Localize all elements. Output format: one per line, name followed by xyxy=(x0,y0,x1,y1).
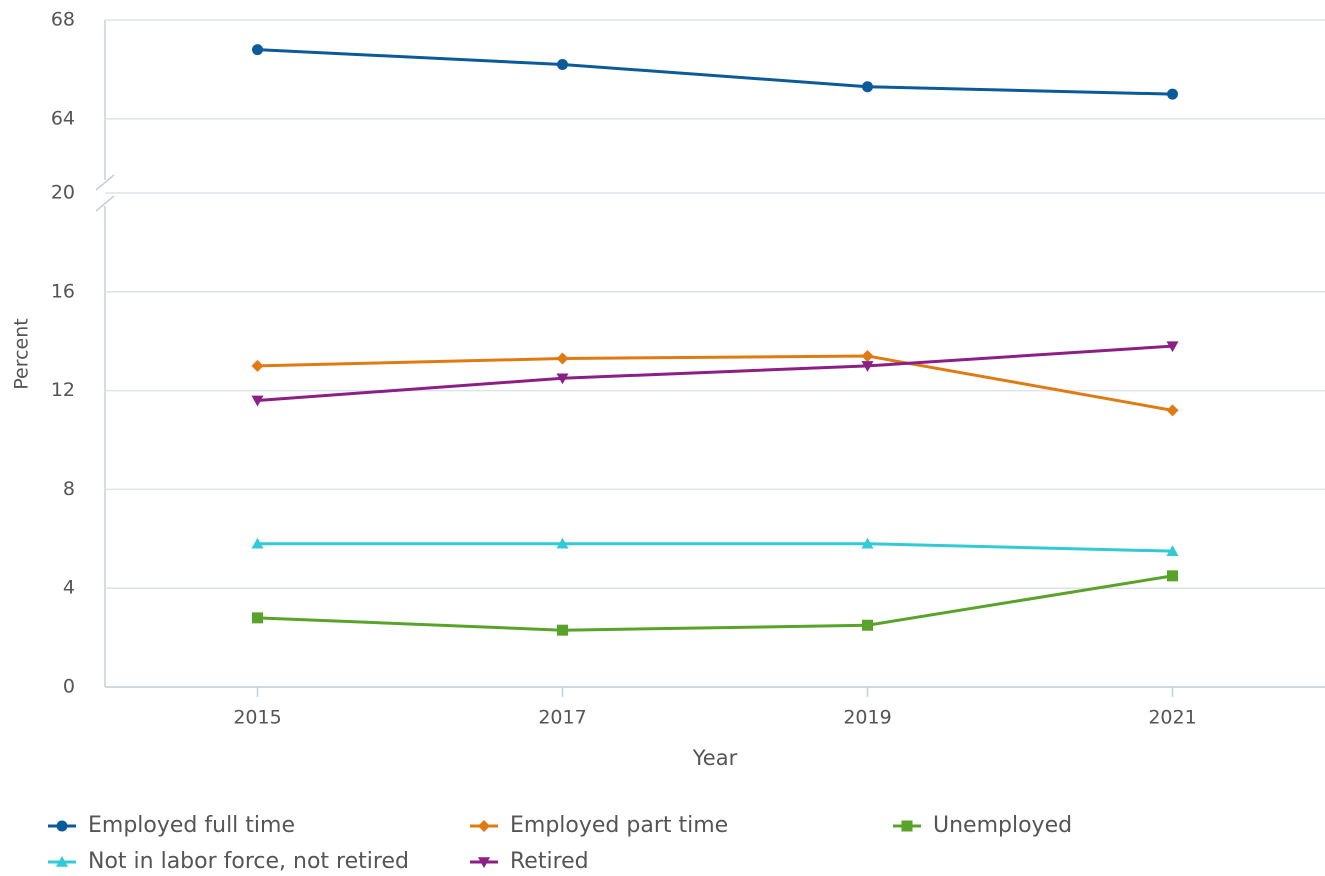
y-tick-label: 12 xyxy=(51,379,75,401)
point xyxy=(478,820,490,832)
legend-label: Not in labor force, not retired xyxy=(88,849,409,874)
point xyxy=(1167,570,1178,582)
series-line xyxy=(257,48,1173,96)
legend-label: Employed full time xyxy=(88,813,295,838)
series-line xyxy=(257,354,1173,412)
point xyxy=(478,857,490,868)
y-tick-label: 20 xyxy=(51,182,75,204)
point xyxy=(1166,404,1179,417)
y-axis-label: Percent xyxy=(11,318,33,390)
point xyxy=(862,81,873,93)
point xyxy=(862,619,873,631)
legend-item: Employed part time xyxy=(470,813,728,838)
point xyxy=(252,612,263,624)
series-line xyxy=(257,344,1173,402)
point xyxy=(557,58,568,70)
legend-item: Not in labor force, not retired xyxy=(48,849,409,874)
y-tick-label: 68 xyxy=(51,9,75,31)
point xyxy=(901,820,913,832)
axis-break xyxy=(95,174,115,191)
point xyxy=(252,44,263,56)
point xyxy=(1166,341,1179,353)
point xyxy=(251,395,264,407)
x-axis-label: Year xyxy=(692,746,738,770)
legend-item: Retired xyxy=(470,849,589,874)
point xyxy=(56,856,68,867)
legend-item: Unemployed xyxy=(893,813,1072,838)
legend-label: Unemployed xyxy=(933,813,1072,838)
y-tick-label: 8 xyxy=(63,478,75,500)
y-tick-label: 0 xyxy=(63,676,75,698)
x-tick-label: 2017 xyxy=(538,707,586,729)
point xyxy=(56,820,68,832)
axis-break xyxy=(95,195,115,212)
point xyxy=(861,537,874,549)
x-tick-label: 2019 xyxy=(843,707,891,729)
series-line xyxy=(257,542,1173,553)
point xyxy=(556,373,569,385)
point xyxy=(1166,545,1179,556)
legend-label: Retired xyxy=(510,849,589,874)
point xyxy=(251,537,264,549)
legend-item: Employed full time xyxy=(48,813,295,838)
y-tick-label: 64 xyxy=(51,107,75,129)
x-tick-label: 2015 xyxy=(233,707,281,729)
y-tick-label: 4 xyxy=(63,577,75,599)
point xyxy=(557,624,568,636)
point xyxy=(556,537,569,549)
legend-label: Employed part time xyxy=(510,813,728,838)
point xyxy=(861,361,874,372)
x-tick-label: 2021 xyxy=(1148,707,1196,729)
point xyxy=(1167,88,1178,100)
point xyxy=(251,359,264,372)
point xyxy=(556,352,569,365)
point xyxy=(861,350,874,363)
y-tick-label: 16 xyxy=(51,280,75,302)
series-line xyxy=(257,574,1173,632)
